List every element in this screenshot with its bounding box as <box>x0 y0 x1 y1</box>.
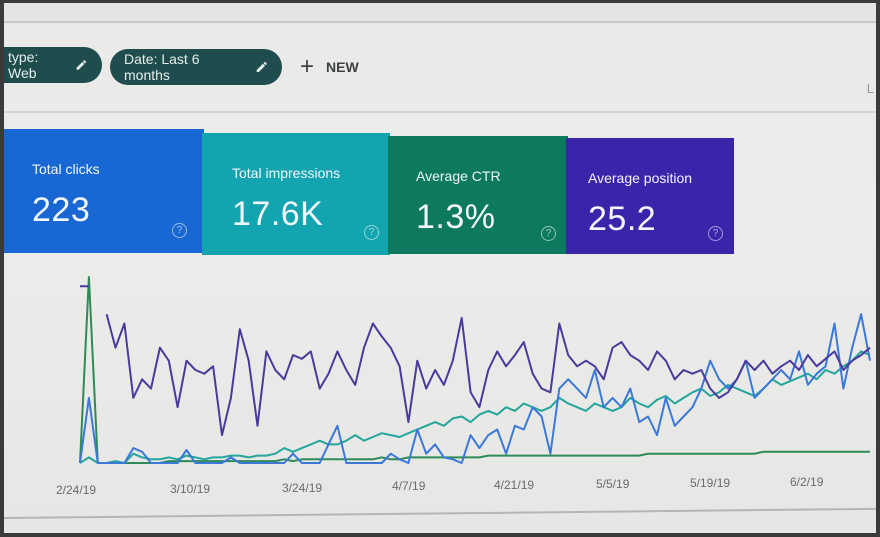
metric-cards: Total clicks 223 ? Total impressions 17.… <box>4 123 744 255</box>
chip-label: Date: Last 6 months <box>124 51 200 83</box>
metric-value: 1.3% <box>416 198 496 236</box>
chip-label: type: Web <box>8 49 39 81</box>
x-axis-tick-label: 2/24/19 <box>56 483 97 497</box>
performance-chart[interactable]: 2/24/19 3/10/19 3/24/19 4/7/19 4/21/19 5/5/19… <box>4 263 876 523</box>
search-type-filter-chip[interactable]: type: Web <box>4 47 102 83</box>
question-circle-icon[interactable]: ? <box>541 226 556 241</box>
x-axis-tick-label: 5/19/19 <box>690 475 731 490</box>
x-axis-labels: 2/24/19 3/10/19 3/24/19 4/7/19 4/21/19 5/5/19… <box>4 475 876 499</box>
truncated-edge-text: L <box>866 81 874 96</box>
x-axis-tick-label: 5/5/19 <box>596 477 630 491</box>
series-line-total-impressions[interactable] <box>79 350 871 464</box>
metric-label: Average CTR <box>416 168 501 184</box>
pencil-icon[interactable] <box>255 60 268 74</box>
top-bar <box>4 3 876 23</box>
metric-value: 223 <box>32 191 91 229</box>
x-axis-tick-label: 3/10/19 <box>170 481 211 496</box>
metric-value: 17.6K <box>232 195 324 233</box>
question-circle-icon[interactable]: ? <box>172 223 187 238</box>
pencil-icon[interactable] <box>75 58 88 72</box>
divider <box>4 111 876 113</box>
new-filter-button[interactable]: + NEW <box>300 55 359 79</box>
line-chart-plot[interactable] <box>4 263 876 473</box>
plus-icon: + <box>300 53 315 80</box>
new-button-label: NEW <box>326 59 359 75</box>
search-console-performance-view: type: Web Date: Last 6 months + NEW L To… <box>4 3 876 533</box>
metric-card-total-impressions[interactable]: Total impressions 17.6K ? <box>202 133 390 255</box>
metric-card-average-ctr[interactable]: Average CTR 1.3% ? <box>388 136 568 254</box>
series-line-total-clicks[interactable] <box>79 313 871 464</box>
date-filter-chip[interactable]: Date: Last 6 months <box>110 49 282 85</box>
metric-value: 25.2 <box>588 200 657 238</box>
series-line-average-ctr[interactable] <box>79 276 870 464</box>
x-axis-tick-label: 6/2/19 <box>790 474 824 489</box>
question-circle-icon[interactable]: ? <box>364 225 379 240</box>
metric-label: Total impressions <box>232 165 341 181</box>
x-axis-tick-label: 4/7/19 <box>392 479 426 494</box>
metric-label: Average position <box>588 170 693 186</box>
metric-card-total-clicks[interactable]: Total clicks 223 ? <box>4 129 204 253</box>
x-axis-tick-label: 4/21/19 <box>494 478 535 493</box>
filter-bar: type: Web Date: Last 6 months + NEW <box>4 45 876 85</box>
question-circle-icon[interactable]: ? <box>708 226 723 241</box>
series-line-average-position[interactable] <box>80 285 871 437</box>
metric-label: Total clicks <box>32 161 100 177</box>
x-axis-tick-label: 3/24/19 <box>282 480 323 495</box>
metric-card-average-position[interactable]: Average position 25.2 ? <box>566 138 734 254</box>
